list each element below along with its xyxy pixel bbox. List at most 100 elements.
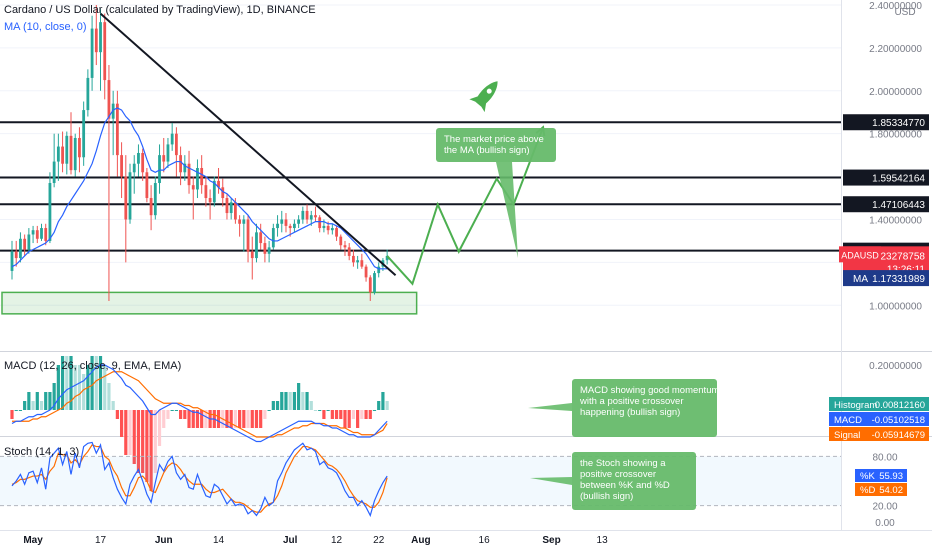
macd-histogram-bar	[44, 392, 48, 410]
macd-indicator-label: MACD (12, 26, close, 9, EMA, EMA)	[4, 360, 182, 372]
axis-badges: 1.853347701.595421641.471064431.25459077…	[829, 114, 929, 496]
stoch-tick-label: 80.00	[872, 452, 897, 463]
candle-body	[343, 245, 347, 248]
macd-histogram-bar	[179, 410, 183, 419]
macd-histogram-bar	[351, 410, 356, 419]
candle-body	[301, 210, 305, 220]
time-tick-label: 17	[95, 535, 107, 546]
callout-macd-text: happening (bullish sign)	[580, 407, 680, 418]
candle-body	[368, 277, 372, 293]
ma-polyline	[11, 107, 388, 270]
macd-pane	[10, 356, 389, 491]
candle-body	[259, 232, 263, 244]
macd-histogram-bar	[330, 410, 334, 419]
candle-body	[297, 219, 301, 224]
time-tick-label: 22	[373, 535, 385, 546]
ma-line	[11, 107, 388, 270]
candle-body	[293, 223, 296, 229]
macd-histogram-bar	[216, 410, 221, 428]
macd-histogram-bar	[52, 383, 56, 410]
candle-body	[191, 185, 195, 190]
candle-body	[90, 28, 94, 78]
macd-badge-value: -0.05102518	[872, 415, 925, 426]
candle-body	[174, 133, 178, 156]
candle-body	[233, 202, 237, 220]
time-tick-label: May	[23, 535, 43, 546]
candle-body	[284, 219, 288, 226]
candle-body	[23, 238, 27, 250]
candle-body	[158, 155, 161, 184]
stoch-badge-bg	[855, 483, 907, 496]
macd-histogram-bar	[288, 392, 292, 410]
level-badge	[843, 114, 929, 131]
candle-body	[137, 152, 140, 164]
macd-histogram-bar	[128, 410, 132, 455]
candle-body	[267, 247, 271, 254]
macd-histogram-bar	[347, 410, 351, 428]
level-label: 1.59542164	[872, 174, 925, 185]
candle-body	[330, 228, 334, 231]
support-zone	[1, 291, 418, 315]
candle-body	[356, 260, 360, 263]
candle-body	[305, 210, 309, 220]
level-label: 1.85334770	[872, 118, 925, 129]
macd-signal-line	[12, 371, 388, 438]
macd-histogram-bar	[94, 356, 98, 410]
macd-badge-label: MACD	[834, 415, 862, 426]
stoch-indicator-label: Stoch (14, 1, 3)	[4, 446, 80, 458]
candle-body	[271, 228, 275, 248]
macd-histogram-bar	[259, 410, 263, 428]
macd-histogram-bar	[343, 410, 347, 428]
macd-histogram-bar	[60, 356, 65, 410]
callout-ma-text: the MA (bullish sign)	[444, 145, 530, 156]
support-zone-rect	[1, 291, 418, 315]
macd-histogram-bar	[267, 410, 271, 411]
macd-histogram-bar	[250, 410, 254, 428]
candle-body	[128, 172, 132, 220]
time-tick-label: 13	[597, 535, 609, 546]
candle-body	[141, 152, 145, 173]
candle-body	[373, 273, 376, 293]
macd-histogram-bar	[111, 401, 115, 410]
macd-badge-label: Signal	[834, 430, 860, 441]
macd-histogram-bar	[225, 410, 229, 428]
candle-body	[221, 187, 225, 199]
candle-body	[183, 163, 187, 173]
time-tick-label: 14	[213, 535, 225, 546]
macd-histogram-bar	[132, 410, 136, 464]
macd-histogram-bar	[284, 392, 288, 410]
macd-histogram-bar	[275, 401, 280, 410]
macd-histogram-bar	[246, 410, 250, 428]
macd-histogram-bar	[254, 410, 259, 428]
macd-histogram-bar	[309, 401, 313, 410]
macd-histogram-bar	[191, 410, 195, 428]
callout-ma-text: The market price above	[444, 134, 544, 145]
macd-histogram-bar	[292, 392, 297, 410]
candle-body	[35, 230, 39, 239]
candle-body	[196, 168, 199, 190]
candle-body	[61, 146, 64, 164]
macd-histogram-bar	[356, 410, 360, 428]
macd-histogram-bar	[90, 356, 94, 410]
rocket-icon	[469, 81, 498, 113]
callout-ma-box	[436, 128, 556, 162]
callout-stoch-text: the Stoch showing a	[580, 458, 666, 469]
candle-body	[246, 219, 250, 252]
macd-histogram-bar	[368, 410, 372, 419]
macd-badge-value: -0.05914679	[872, 430, 925, 441]
macd-histogram-bar	[200, 410, 204, 428]
macd-histogram-bar	[187, 410, 191, 428]
candle-body	[238, 219, 242, 224]
rocket-fins	[469, 95, 487, 113]
macd-histogram-bar	[233, 410, 237, 428]
macd-histogram-bar	[115, 410, 119, 419]
macd-histogram-bar	[377, 401, 381, 410]
candle-body	[385, 255, 389, 261]
candle-body	[208, 198, 212, 203]
candle-body	[335, 228, 338, 237]
candle-body	[314, 215, 317, 218]
macd-histogram-bar	[263, 410, 267, 419]
